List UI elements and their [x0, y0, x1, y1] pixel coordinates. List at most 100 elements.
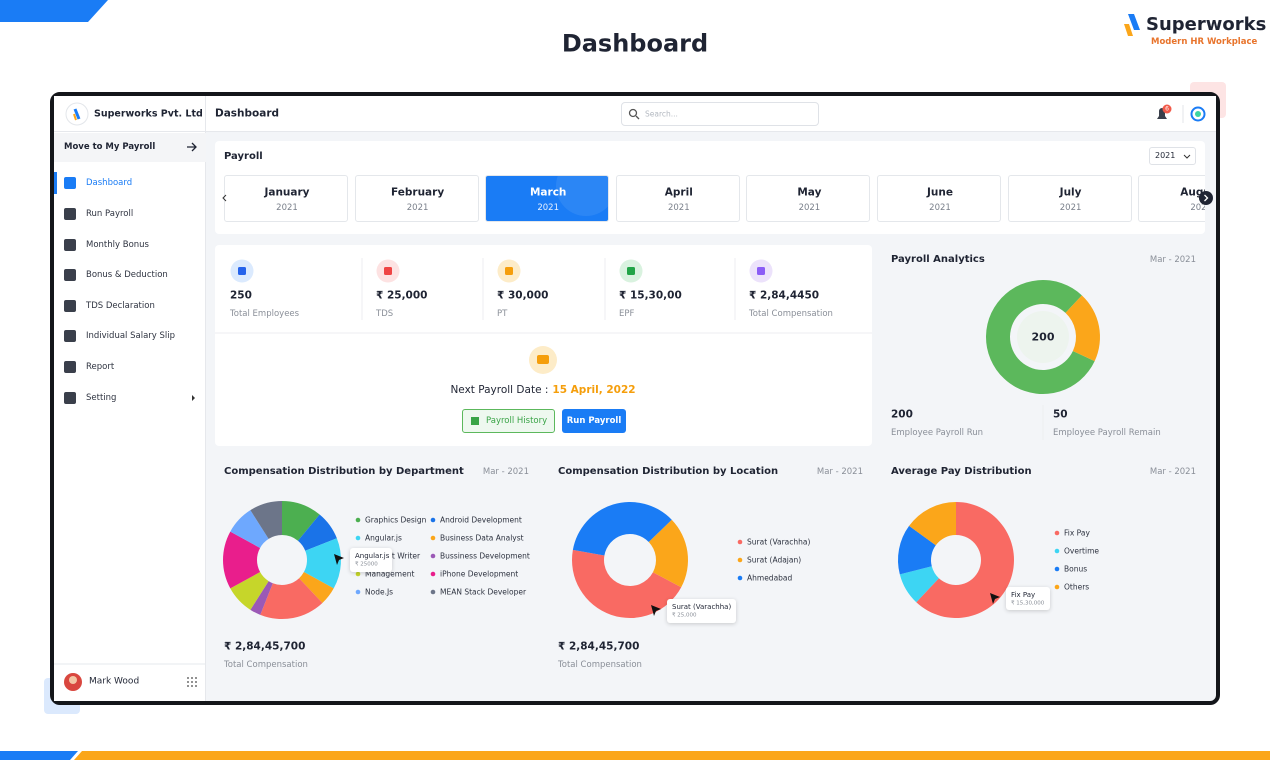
legend-label: Ahmedabad [747, 573, 793, 583]
tooltip-value: ₹ 25000 [355, 561, 378, 568]
menu-item[interactable]: Bonus & Deduction [86, 269, 168, 280]
month-name: March [529, 186, 567, 199]
tooltip: Fix Pay ₹ 15,30,000 [1006, 587, 1050, 610]
month-card[interactable]: July 2021 [1007, 175, 1132, 222]
switch-link: Move to My Payroll [64, 141, 156, 152]
chart-title: Compensation Distribution by Location [558, 466, 779, 477]
month-name: January [264, 186, 310, 199]
bottom-stripe-blue [0, 751, 78, 760]
tooltip: Surat (Varachha) ₹ 25,000 [667, 599, 736, 623]
stat-label: PT [497, 308, 508, 319]
tooltip-value: ₹ 15,30,000 [1011, 600, 1045, 607]
legend-label: Surat (Varachha) [747, 537, 811, 547]
user-name: Mark Wood [89, 676, 140, 687]
switch-row[interactable] [54, 133, 206, 162]
legend-label: Management [365, 569, 415, 579]
month-card[interactable]: March 2021 [485, 175, 610, 222]
next-payroll-date: 15 April, 2022 [552, 384, 636, 396]
month-card[interactable]: May 2021 [746, 175, 871, 222]
stat-value: ₹ 2,84,4450 [749, 289, 820, 302]
chart-period: Mar - 2021 [1149, 466, 1196, 477]
total-label: Total Compensation [558, 659, 642, 670]
search-box[interactable] [621, 102, 819, 126]
topbar-title: Dashboard [215, 107, 280, 120]
corner-stripe [0, 0, 108, 22]
tooltip-name: Surat (Varachha) [672, 602, 732, 611]
menu-item[interactable]: Run Payroll [86, 208, 134, 219]
chart-period: Mar - 2021 [1149, 254, 1196, 265]
active-indicator [54, 172, 57, 194]
stat-label: Total Employees [230, 308, 300, 319]
total-value: ₹ 2,84,45,700 [558, 640, 640, 653]
chart-title: Payroll Analytics [891, 254, 985, 265]
legend-label: Content Writer [365, 551, 421, 561]
month-card[interactable]: June 2021 [877, 175, 1001, 222]
month-card[interactable]: April 2021 [615, 175, 740, 222]
run-payroll-button[interactable] [562, 409, 626, 433]
menu-item[interactable]: Dashboard [86, 177, 133, 188]
months-clip: January 2021 February 2021 March 2021 April 202… [215, 141, 1205, 234]
month-year: 2021 [929, 202, 951, 213]
month-name: April [664, 186, 693, 199]
donut-center-value: 200 [1031, 330, 1055, 344]
stat-value: 250 [230, 289, 252, 302]
menu-item[interactable]: Monthly Bonus [86, 239, 149, 250]
month-name: August [1180, 186, 1205, 199]
month-name: June [927, 186, 953, 199]
month-name: February [391, 186, 445, 199]
month-year: 2021 [537, 202, 560, 213]
sidebar [54, 96, 206, 701]
payroll-title: Payroll [224, 151, 263, 162]
month-year: 2021 [1059, 202, 1082, 213]
stat-value: ₹ 15,30,00 [619, 289, 682, 302]
company-name: Superworks Pvt. Ltd [94, 108, 203, 120]
analytics-value: 50 [1053, 408, 1068, 421]
stat-value: ₹ 25,000 [376, 289, 428, 302]
notification-count: 6 [1165, 105, 1169, 113]
menu-item[interactable]: Individual Salary Slip [86, 330, 176, 341]
legend-label: Bussiness Development [440, 551, 530, 561]
legend-label: Node.Js [365, 587, 394, 597]
legend-label: Fix Pay [1064, 528, 1090, 538]
logo-mark-orange [1124, 24, 1133, 36]
analytics-label: Employee Payroll Run [891, 427, 984, 438]
chart-title: Compensation Distribution by Department [224, 466, 464, 477]
legend-label: iPhone Development [440, 569, 519, 579]
year-select[interactable] [1149, 147, 1196, 165]
sidebar-head [54, 96, 206, 132]
chart-title: Average Pay Distribution [891, 466, 1032, 477]
chart-period: Mar - 2021 [482, 466, 529, 477]
year-value: 2021 [1155, 151, 1176, 161]
month-year: 2021 [798, 202, 821, 213]
month-card[interactable]: February 2021 [354, 175, 479, 222]
month-year: 2021 [667, 202, 690, 213]
legend-label: Bonus [1064, 564, 1088, 574]
month-name: May [797, 186, 822, 199]
analytics-value: 200 [891, 408, 913, 421]
month-year: 2021 [1190, 202, 1205, 213]
menu-item[interactable]: Setting [86, 392, 117, 403]
legend-label: Surat (Adajan) [747, 555, 802, 565]
month-year: 2021 [406, 202, 429, 213]
month-card[interactable]: January 2021 [224, 175, 348, 222]
menu-item[interactable]: TDS Declaration [86, 300, 155, 311]
button-label: Run Payroll [566, 415, 622, 426]
brand-tagline: Modern HR Workplace [1151, 36, 1258, 47]
stat-label: Total Compensation [749, 308, 833, 319]
legend-label: Overtime [1064, 546, 1099, 556]
button-label: Payroll History [486, 415, 548, 426]
month-year: 2021 [276, 202, 298, 213]
month-card[interactable]: August 2021 [1138, 175, 1205, 222]
legend-label: Business Data Analyst [440, 533, 524, 543]
total-value: ₹ 2,84,45,700 [224, 640, 306, 653]
stat-label: TDS [376, 308, 394, 319]
chart-period: Mar - 2021 [816, 466, 863, 477]
stat-label: EPF [619, 308, 635, 319]
tooltip-name: Angular.js [355, 551, 390, 560]
search-placeholder: Search... [645, 109, 678, 119]
legend-label: MEAN Stack Developer [440, 587, 527, 597]
next-payroll-label: Next Payroll Date : [450, 384, 549, 396]
logo-mark-blue [1128, 14, 1140, 30]
menu-item[interactable]: Report [86, 361, 115, 372]
